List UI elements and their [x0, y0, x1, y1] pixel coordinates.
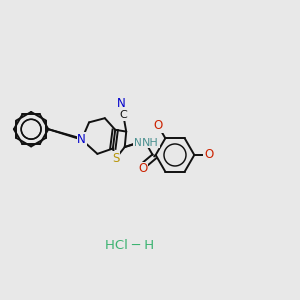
Text: O: O	[154, 119, 163, 132]
Text: O: O	[138, 163, 147, 176]
Text: N: N	[77, 133, 86, 146]
Text: S: S	[112, 152, 119, 165]
Text: N: N	[117, 97, 126, 110]
Text: HCl − H: HCl − H	[105, 238, 154, 252]
Text: O: O	[204, 148, 213, 161]
Text: H: H	[139, 138, 147, 148]
Text: C: C	[119, 110, 127, 121]
Text: N: N	[134, 138, 141, 148]
Text: NH: NH	[142, 138, 159, 148]
